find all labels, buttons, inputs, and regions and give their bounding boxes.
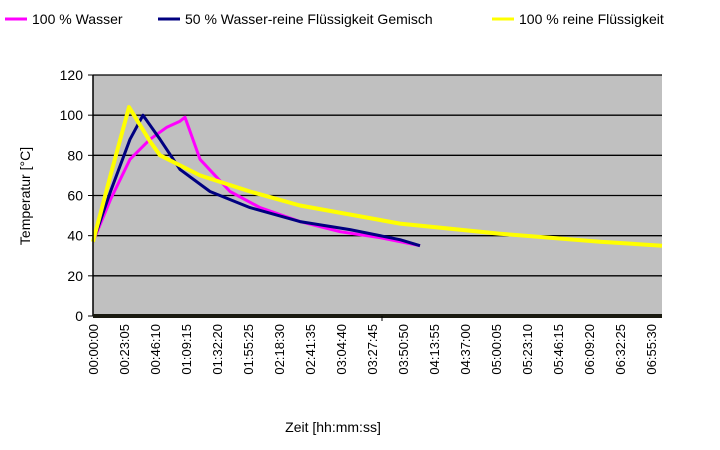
x-tick-label: 01:32:20 (210, 324, 225, 375)
legend-item: 100 % Wasser (5, 11, 123, 27)
gridlines (93, 74, 662, 277)
x-tick-label: 02:18:30 (272, 324, 287, 375)
x-tick-label: 05:23:10 (520, 324, 535, 375)
series-lines (91, 105, 663, 248)
x-tick-label: 02:41:35 (303, 324, 318, 375)
y-tick-label: 100 (60, 107, 84, 123)
x-tick-label: 06:32:25 (613, 324, 628, 375)
x-tick-label: 01:55:25 (241, 324, 256, 375)
x-tick-label: 03:50:50 (396, 324, 411, 375)
y-tick-label: 60 (67, 188, 83, 204)
x-tick-label: 04:37:00 (458, 324, 473, 375)
legend-label: 100 % reine Flüssigkeit (519, 11, 664, 27)
series-line (91, 115, 421, 248)
x-tick-label: 00:23:05 (117, 324, 132, 375)
x-tick-label: 05:00:05 (489, 324, 504, 375)
series-line (91, 105, 663, 248)
series-line (91, 113, 421, 248)
y-tick-label: 20 (67, 268, 83, 284)
x-tick-label: 06:55:30 (644, 324, 659, 375)
x-tick-label: 00:46:10 (148, 324, 163, 375)
legend-item: 100 % reine Flüssigkeit (492, 11, 664, 27)
y-tick-label: 80 (67, 147, 83, 163)
x-tick-label: 06:09:20 (582, 324, 597, 375)
x-tick-label: 00:00:00 (86, 324, 101, 375)
legend: 100 % Wasser 50 % Wasser-reine Flüssigkei… (5, 11, 664, 27)
legend-item: 50 % Wasser-reine Flüssigkeit Gemisch (158, 11, 433, 27)
y-tick-label: 0 (75, 308, 83, 324)
x-tick-label: 01:09:15 (179, 324, 194, 375)
axes: 0 20 40 60 80 100 120 00:00:00 00:23:05 00:46:10 0… (60, 67, 662, 375)
x-tick-label: 05:46:15 (551, 324, 566, 375)
x-tick-label: 03:04:40 (334, 324, 349, 375)
y-tick-label: 120 (60, 67, 84, 83)
x-tick-label: 04:13:55 (427, 324, 442, 375)
y-axis-label: Temperatur [°C] (17, 147, 33, 245)
legend-label: 50 % Wasser-reine Flüssigkeit Gemisch (185, 11, 433, 27)
legend-label: 100 % Wasser (32, 11, 123, 27)
x-axis-label: Zeit [hh:mm:ss] (285, 419, 381, 435)
x-tick-label: 03:27:45 (365, 324, 380, 375)
y-tick-label: 40 (67, 228, 83, 244)
